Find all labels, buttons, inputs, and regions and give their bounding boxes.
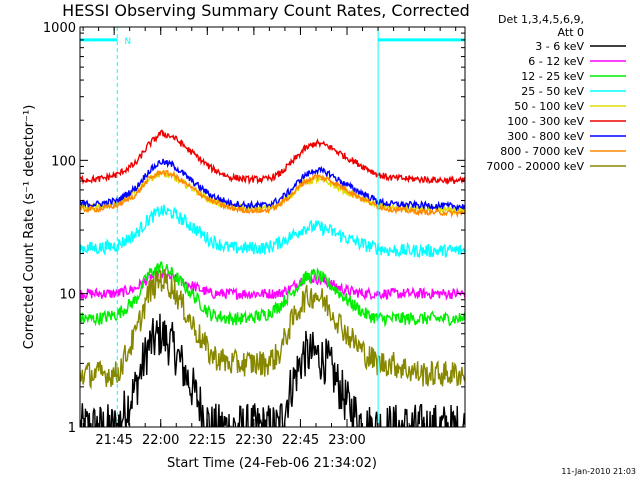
footer-timestamp: 11-Jan-2010 21:03 xyxy=(561,467,636,476)
plot-frame xyxy=(79,26,466,428)
y-tick-label: 1 xyxy=(68,421,76,436)
y-tick-label: 100 xyxy=(51,154,76,169)
y-axis-label: Corrected Count Rate (s⁻¹ detector⁻¹) xyxy=(22,105,37,350)
legend-entry-label: 6 - 12 keV xyxy=(528,55,584,68)
x-tick-label: 21:45 xyxy=(95,433,132,448)
x-tick-label: 23:00 xyxy=(328,433,365,448)
x-tick-label: 22:45 xyxy=(282,433,319,448)
series-line-9 xyxy=(80,269,465,390)
legend: Det 1,3,4,5,6,9,Att 03 - 6 keV 6 - 12 keV… xyxy=(486,13,626,173)
x-tick-label: 22:30 xyxy=(235,433,272,448)
legend-entry-label: 50 - 100 keV xyxy=(514,100,584,113)
series-line-7 xyxy=(80,158,465,212)
y-tick-label: 1000 xyxy=(43,21,76,36)
series-line-4 xyxy=(80,204,465,259)
legend-entry-label: 800 - 7000 keV xyxy=(500,145,584,158)
legend-entry-label: 7000 - 20000 keV xyxy=(486,160,584,173)
night-marker-label: N xyxy=(124,37,131,47)
series-line-1 xyxy=(80,313,465,427)
series-line-3 xyxy=(80,261,465,328)
legend-header-line: Att 0 xyxy=(558,26,584,39)
x-tick-label: 22:00 xyxy=(142,433,179,448)
legend-header-line: Det 1,3,4,5,6,9, xyxy=(498,13,584,26)
legend-entry-label: 12 - 25 keV xyxy=(521,70,584,83)
x-tick-label: 22:15 xyxy=(189,433,226,448)
legend-entry-label: 3 - 6 keV xyxy=(535,40,584,53)
series-line-6 xyxy=(80,129,465,186)
legend-entry-label: 100 - 300 keV xyxy=(507,115,584,128)
legend-entry-label: 25 - 50 keV xyxy=(521,85,584,98)
y-tick-label: 10 xyxy=(59,288,76,303)
chart-title: HESSI Observing Summary Count Rates, Cor… xyxy=(62,1,470,20)
x-axis-label: Start Time (24-Feb-06 21:34:02) xyxy=(167,456,377,471)
legend-entry-label: 300 - 800 keV xyxy=(507,130,584,143)
series-line-8 xyxy=(80,169,465,219)
series-line-2 xyxy=(80,268,465,301)
